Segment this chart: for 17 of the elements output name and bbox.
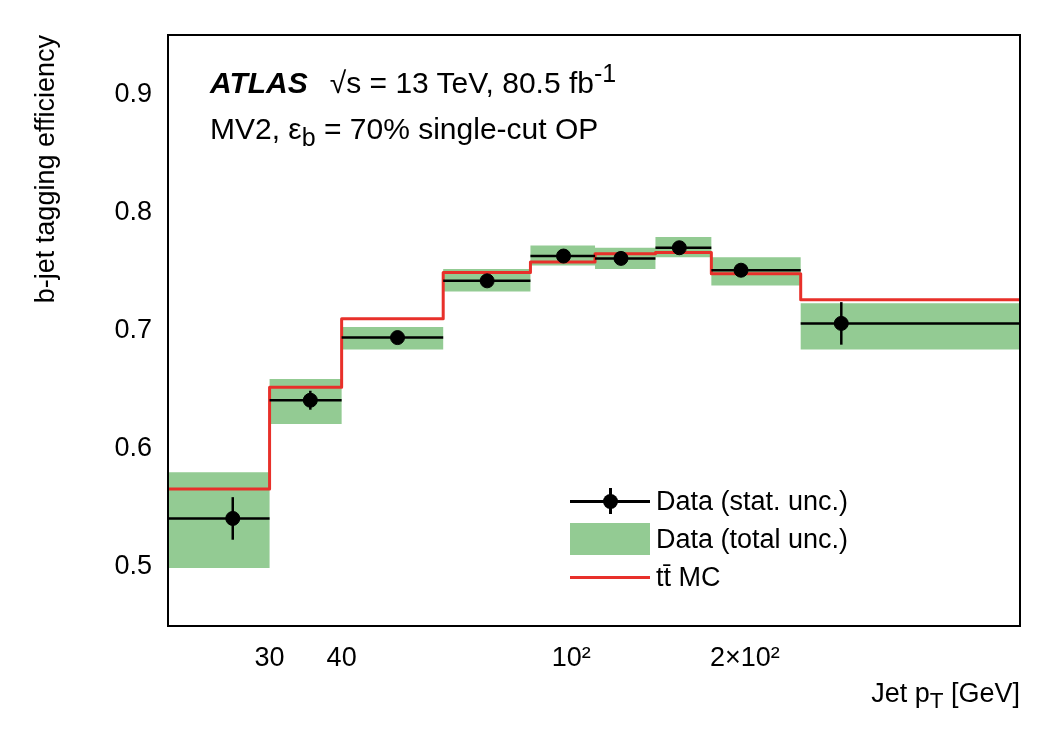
x-tick-label: 2×10² (709, 641, 780, 672)
y-axis-title: b-jet tagging efficiency (30, 35, 61, 304)
y-tick-label: 0.9 (114, 77, 152, 108)
legend-label: tt̄ MC (655, 561, 721, 594)
y-tick-label: 0.6 (114, 432, 152, 463)
annotation: √s = 13 TeV, 80.5 fb$^{-1}$ (329, 59, 617, 99)
annotation: MV2, ε$_{b}$ = 70% single-cut OP (210, 112, 599, 151)
legend-label: Data (stat. unc.) (655, 485, 848, 518)
x-axis-title: Jet p$_{T}$ [GeV] (871, 678, 1020, 715)
legend-label: Data (total unc.) (655, 523, 848, 556)
annotation: ATLAS (210, 66, 308, 99)
x-tick-label: 10² (551, 641, 591, 672)
y-tick-label: 0.7 (114, 313, 152, 344)
y-tick-label: 0.8 (114, 195, 152, 226)
y-tick-label: 0.5 (114, 550, 152, 581)
x-tick-label: 40 (326, 641, 357, 672)
x-tick-label: 30 (254, 641, 285, 672)
